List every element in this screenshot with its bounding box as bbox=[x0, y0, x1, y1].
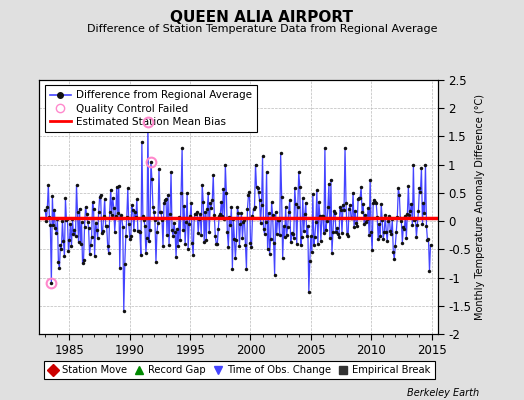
Text: QUEEN ALIA AIRPORT: QUEEN ALIA AIRPORT bbox=[170, 10, 354, 25]
Y-axis label: Monthly Temperature Anomaly Difference (°C): Monthly Temperature Anomaly Difference (… bbox=[475, 94, 485, 320]
Text: Difference of Station Temperature Data from Regional Average: Difference of Station Temperature Data f… bbox=[87, 24, 437, 34]
Text: Berkeley Earth: Berkeley Earth bbox=[407, 388, 479, 398]
Legend: Station Move, Record Gap, Time of Obs. Change, Empirical Break: Station Move, Record Gap, Time of Obs. C… bbox=[45, 361, 434, 379]
Legend: Difference from Regional Average, Quality Control Failed, Estimated Station Mean: Difference from Regional Average, Qualit… bbox=[45, 85, 257, 132]
